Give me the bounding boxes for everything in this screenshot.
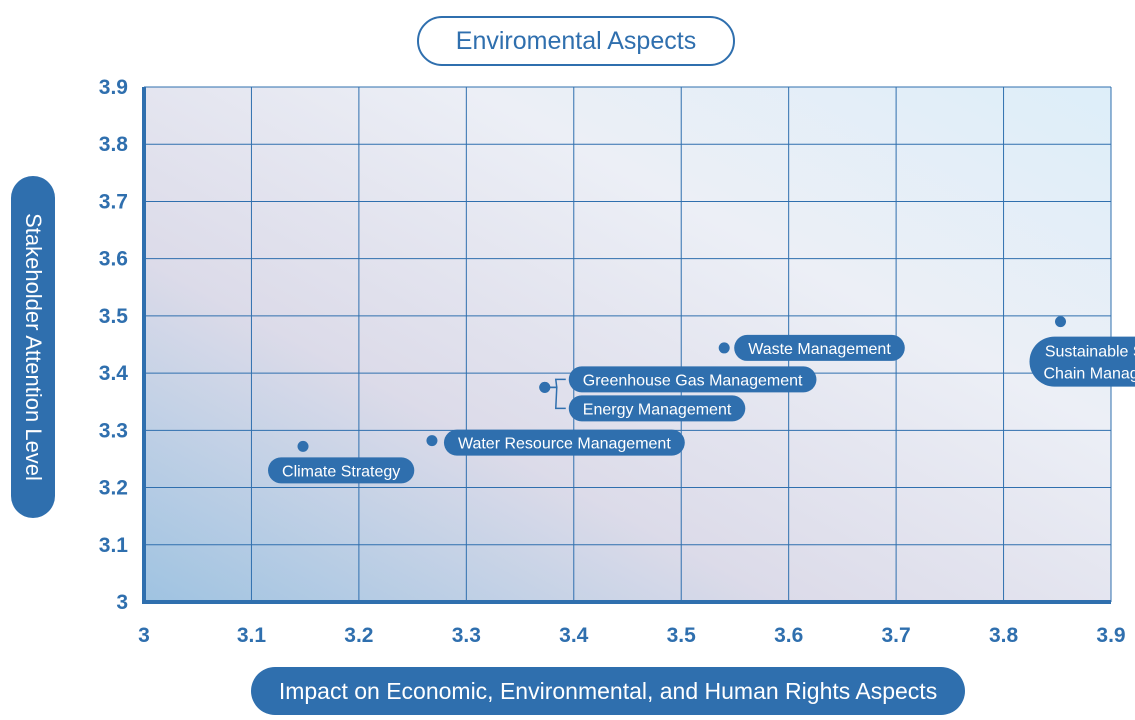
chart-title: Enviromental Aspects [417,16,735,66]
point-label: Water Resource Management [458,436,671,453]
x-tick-label: 3.4 [559,624,589,647]
y-tick-label: 3.3 [99,419,128,442]
y-axis-title: Stakeholder Attention Level [11,176,55,518]
x-tick-label: 3 [138,624,150,647]
x-tick-label: 3.7 [882,624,911,647]
x-tick-label: 3.8 [989,624,1019,647]
x-tick-label: 3.6 [774,624,803,647]
data-point [426,435,438,447]
point-label: Greenhouse Gas Management [583,372,803,389]
point-label-bg [1029,336,1135,387]
data-point [718,342,730,354]
x-axis-title: Impact on Economic, Environmental, and H… [251,667,965,715]
leader-line [549,386,566,410]
data-point [297,440,309,452]
point-label-bg [734,334,905,361]
point-label-bg [443,429,685,456]
y-tick-label: 3.1 [99,534,129,557]
x-tick-label: 3.3 [452,624,481,647]
y-tick-label: 3 [116,591,128,614]
point-label-bg [268,457,415,484]
x-tick-label: 3.1 [237,624,267,647]
plot-area [144,87,1111,602]
y-tick-label: 3.4 [99,362,129,385]
point-label-bg [568,395,746,422]
data-point [539,381,551,393]
x-tick-label: 3.2 [344,624,373,647]
y-tick-label: 3.5 [99,305,129,328]
y-tick-label: 3.9 [99,76,128,99]
point-label: Sustainable Supply [1045,344,1135,361]
y-tick-label: 3.6 [99,248,128,271]
x-tick-label: 3.9 [1096,624,1125,647]
point-label: Chain Management [1044,366,1135,383]
point-label-bg [568,366,817,393]
data-point [1055,316,1067,328]
y-tick-label: 3.8 [99,133,129,156]
point-label: Energy Management [583,401,732,418]
y-tick-label: 3.2 [99,477,128,500]
point-label: Waste Management [748,341,891,358]
point-label: Climate Strategy [282,463,400,480]
y-tick-label: 3.7 [99,190,128,213]
x-tick-label: 3.5 [667,624,697,647]
